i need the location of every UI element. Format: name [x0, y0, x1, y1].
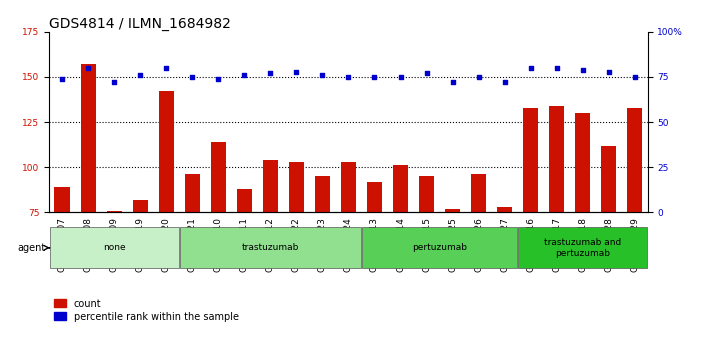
- Point: [187, 74, 198, 80]
- Text: pertuzumab: pertuzumab: [412, 243, 467, 252]
- Legend: count, percentile rank within the sample: count, percentile rank within the sample: [54, 299, 239, 321]
- Point: [499, 80, 510, 85]
- FancyBboxPatch shape: [180, 227, 361, 268]
- Point: [395, 74, 406, 80]
- Bar: [549, 106, 565, 212]
- Bar: [54, 187, 70, 212]
- FancyBboxPatch shape: [362, 227, 517, 268]
- Bar: [237, 189, 252, 212]
- Bar: [393, 165, 408, 212]
- Text: none: none: [103, 243, 125, 252]
- Bar: [132, 200, 148, 212]
- Point: [421, 70, 432, 76]
- Point: [82, 65, 94, 71]
- Text: agent: agent: [18, 243, 46, 253]
- Text: GDS4814 / ILMN_1684982: GDS4814 / ILMN_1684982: [49, 17, 231, 31]
- Bar: [523, 108, 539, 212]
- Bar: [106, 211, 122, 212]
- Point: [56, 76, 68, 82]
- Bar: [497, 207, 513, 212]
- Bar: [341, 162, 356, 212]
- Point: [291, 69, 302, 74]
- Point: [577, 67, 589, 73]
- Point: [629, 74, 641, 80]
- Bar: [445, 209, 460, 212]
- Bar: [315, 176, 330, 212]
- Bar: [184, 175, 200, 212]
- Bar: [575, 113, 591, 212]
- Text: trastuzumab and
pertuzumab: trastuzumab and pertuzumab: [544, 238, 621, 257]
- Point: [134, 72, 146, 78]
- Bar: [80, 64, 96, 212]
- Point: [369, 74, 380, 80]
- Bar: [158, 91, 174, 212]
- Bar: [263, 160, 278, 212]
- Point: [317, 72, 328, 78]
- Bar: [210, 142, 226, 212]
- Bar: [367, 182, 382, 212]
- Point: [603, 69, 615, 74]
- Point: [161, 65, 172, 71]
- Point: [473, 74, 484, 80]
- Point: [108, 80, 120, 85]
- FancyBboxPatch shape: [518, 227, 647, 268]
- Bar: [419, 176, 434, 212]
- Bar: [289, 162, 304, 212]
- Point: [265, 70, 276, 76]
- Point: [239, 72, 250, 78]
- Point: [343, 74, 354, 80]
- Text: trastuzumab: trastuzumab: [241, 243, 299, 252]
- Bar: [627, 108, 643, 212]
- Point: [213, 76, 224, 82]
- Point: [525, 65, 536, 71]
- Bar: [601, 145, 617, 212]
- Point: [551, 65, 562, 71]
- Point: [447, 80, 458, 85]
- Bar: [471, 175, 486, 212]
- FancyBboxPatch shape: [50, 227, 179, 268]
